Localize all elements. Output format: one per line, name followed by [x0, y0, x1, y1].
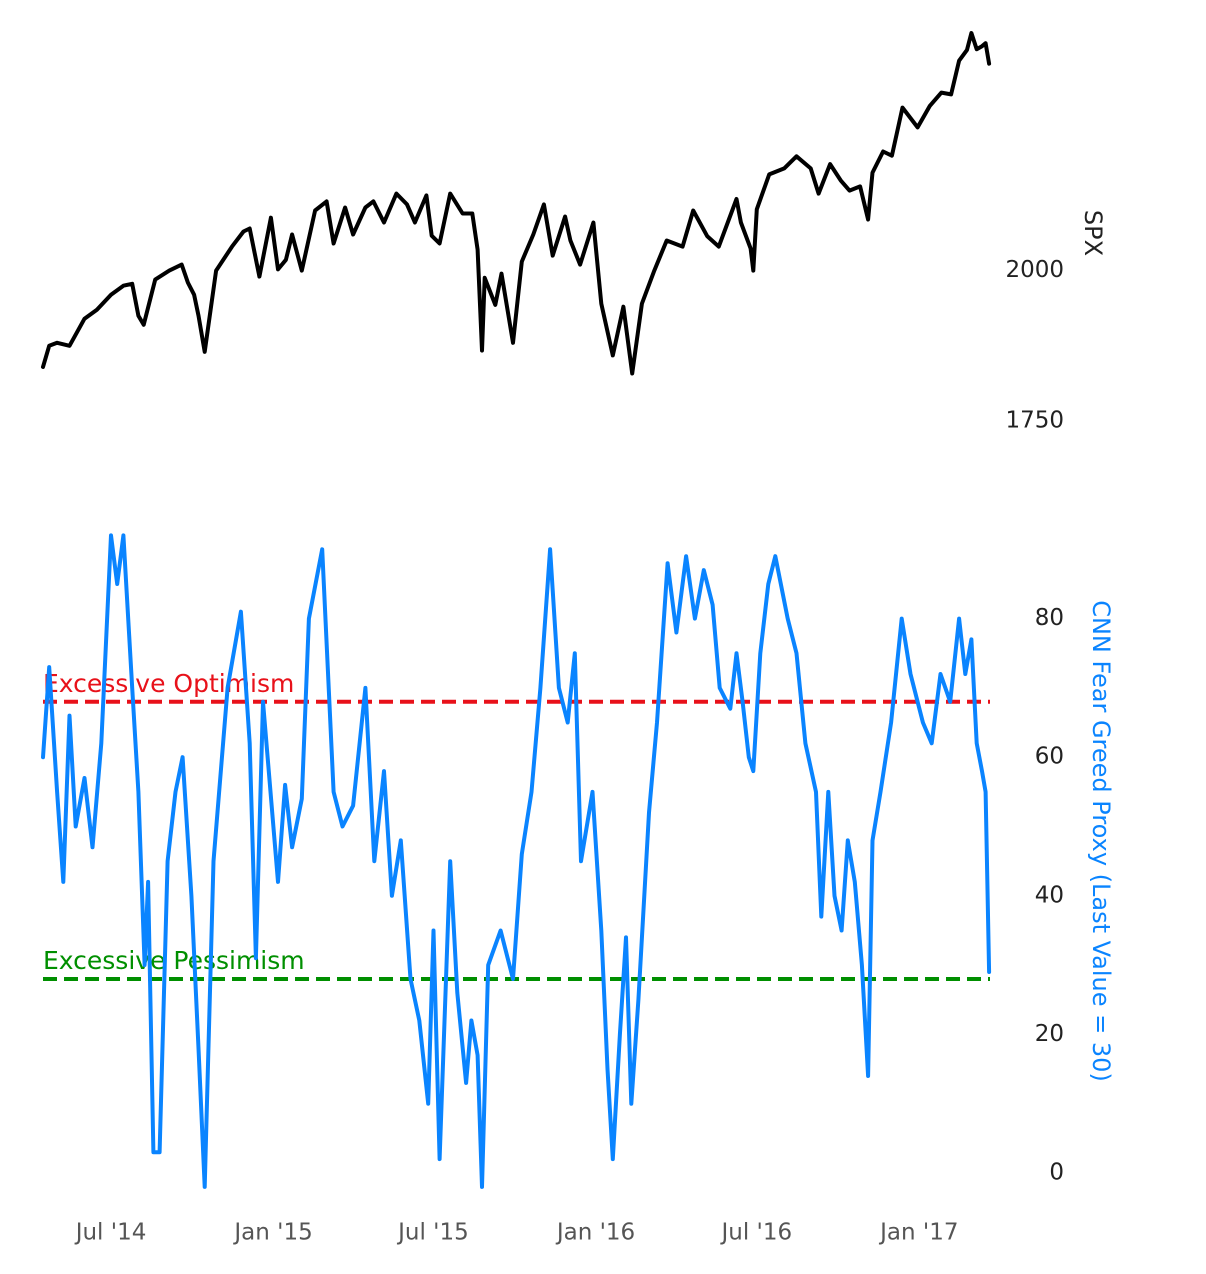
x-tick-label: Jan '16 — [555, 1220, 635, 1246]
fear-greed-panel: 0 20 40 60 80 Excessive Optimism Excessive Pe… — [41, 533, 1115, 1189]
excessive-optimism-label: Excessive Optimism — [43, 669, 294, 698]
reference-lines: Excessive Optimism Excessive Pessimism — [43, 669, 990, 981]
fear-greed-y-tick-label: 60 — [1035, 744, 1064, 770]
fear-greed-line — [41, 533, 992, 1189]
fear-greed-y-tick-label: 40 — [1035, 882, 1064, 908]
spx-panel: 1750 2000 SPX — [41, 31, 1107, 434]
fear-greed-y-tick-label: 80 — [1035, 605, 1064, 631]
spx-y-ticks: 1750 2000 — [1005, 257, 1064, 433]
fear-greed-y-tick-label: 0 — [1049, 1160, 1064, 1186]
fear-greed-series — [41, 533, 992, 1189]
fear-greed-y-tick-label: 20 — [1035, 1021, 1064, 1047]
excessive-pessimism-label: Excessive Pessimism — [43, 946, 305, 975]
fear-greed-axis-title: CNN Fear Greed Proxy (Last Value = 30) — [1087, 600, 1115, 1082]
spx-series — [41, 31, 992, 376]
x-axis-ticks: Jul '14 Jan '15 Jul '15 Jan '16 Jul '16 Jan '… — [74, 1220, 959, 1246]
fear-greed-y-ticks: 0 20 40 60 80 — [1035, 605, 1064, 1185]
x-tick-label: Jan '15 — [232, 1220, 312, 1246]
spx-axis-title: SPX — [1079, 210, 1107, 256]
x-tick-label: Jul '14 — [74, 1220, 147, 1246]
spx-line — [41, 31, 992, 376]
x-tick-label: Jan '17 — [878, 1220, 958, 1246]
x-tick-label: Jul '15 — [396, 1220, 469, 1246]
x-tick-label: Jul '16 — [719, 1220, 792, 1246]
spx-y-tick-label: 1750 — [1005, 408, 1064, 434]
spx-y-tick-label: 2000 — [1005, 257, 1064, 283]
